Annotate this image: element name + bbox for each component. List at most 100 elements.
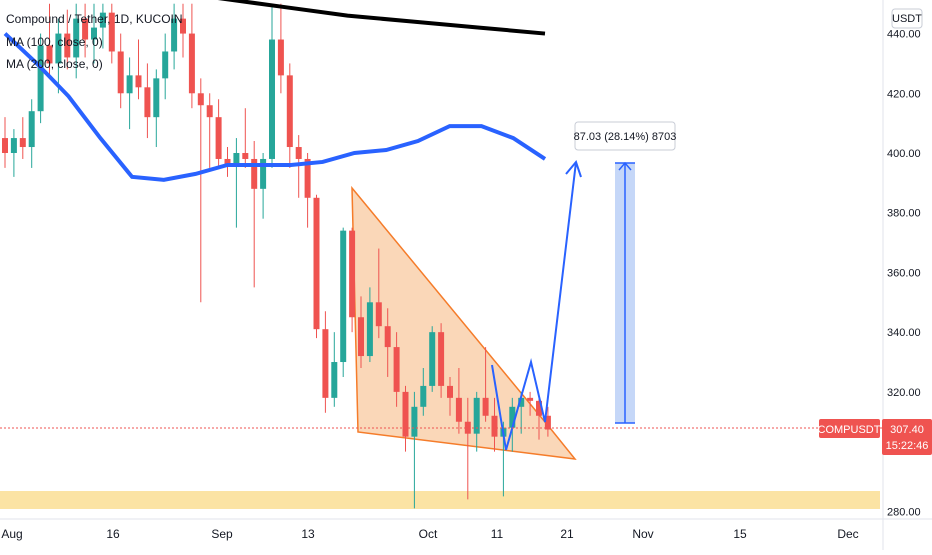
candle-body bbox=[429, 332, 436, 386]
candle bbox=[322, 311, 329, 413]
time-tick-label: Nov bbox=[632, 527, 653, 541]
candle bbox=[188, 3, 195, 109]
candle-body bbox=[509, 406, 516, 428]
candle bbox=[117, 33, 124, 109]
time-tick-label: Oct bbox=[419, 527, 438, 541]
candle bbox=[304, 153, 311, 228]
candle-body bbox=[82, 18, 89, 40]
candle-body bbox=[269, 39, 275, 159]
price-tick-label: 320.00 bbox=[887, 387, 921, 399]
measure-label-text: 87.03 (28.14%) 8703 bbox=[574, 131, 677, 143]
candle bbox=[99, 3, 106, 49]
candle bbox=[91, 3, 97, 64]
price-tick-label: 280.00 bbox=[887, 506, 921, 518]
candle-body bbox=[162, 51, 169, 79]
candle-body bbox=[126, 75, 133, 94]
candle-body bbox=[473, 397, 480, 434]
candle-body bbox=[108, 12, 115, 52]
candle bbox=[455, 367, 462, 434]
candle bbox=[277, 3, 284, 94]
candle-body bbox=[349, 230, 356, 318]
countdown-text: 15:22:46 bbox=[886, 440, 929, 452]
ma200-line bbox=[3, 32, 547, 182]
candle bbox=[482, 347, 489, 422]
candle bbox=[438, 323, 445, 398]
candle bbox=[544, 406, 551, 437]
candle-body bbox=[37, 45, 44, 112]
candle-body bbox=[313, 197, 320, 330]
candle bbox=[28, 99, 35, 168]
candle-body bbox=[304, 158, 311, 198]
candle-body bbox=[411, 406, 418, 437]
candle bbox=[153, 69, 160, 148]
zigzag-path[interactable] bbox=[491, 161, 577, 451]
candle bbox=[331, 332, 338, 407]
candle bbox=[10, 129, 17, 177]
candle-body bbox=[64, 33, 71, 58]
support-zone bbox=[0, 491, 880, 509]
time-tick-label: 15 bbox=[733, 527, 747, 541]
candle bbox=[162, 33, 169, 100]
candle-body bbox=[171, 18, 178, 52]
candle-body bbox=[544, 415, 551, 430]
candle-body bbox=[188, 33, 195, 94]
measure-arrowhead bbox=[618, 161, 632, 171]
candle-body bbox=[536, 400, 542, 416]
candle-body bbox=[260, 158, 267, 189]
time-tick-label: Sep bbox=[211, 527, 233, 541]
current-price-text: 307.40 bbox=[890, 424, 924, 436]
candle-body bbox=[340, 230, 347, 363]
candle bbox=[73, 3, 80, 79]
candle-body bbox=[384, 326, 391, 348]
candle-body bbox=[375, 302, 382, 327]
candle bbox=[420, 367, 427, 416]
candle-body bbox=[518, 397, 525, 407]
candle bbox=[224, 147, 231, 177]
candle-body bbox=[251, 158, 258, 189]
candle bbox=[171, 3, 178, 70]
symbol-title[interactable]: Compound / Tether, 1D, KUCOIN bbox=[6, 12, 183, 26]
unit-box bbox=[891, 8, 923, 29]
time-tick-label: 16 bbox=[106, 527, 120, 541]
candle-body bbox=[295, 147, 302, 159]
descending-triangle-pattern[interactable] bbox=[351, 185, 577, 460]
candle bbox=[393, 332, 400, 407]
candle-body bbox=[117, 51, 124, 94]
candle bbox=[206, 93, 213, 168]
candle-body bbox=[206, 105, 213, 118]
candle-body bbox=[144, 87, 151, 118]
candle bbox=[358, 296, 364, 368]
candle bbox=[349, 227, 356, 333]
ma100-legend[interactable]: MA (100, close, 0) bbox=[6, 35, 103, 49]
projection-arrowhead bbox=[565, 159, 582, 178]
candle bbox=[126, 57, 133, 130]
candle-body bbox=[242, 153, 249, 159]
candle bbox=[536, 397, 542, 440]
candle bbox=[464, 397, 471, 500]
candle-body bbox=[420, 385, 427, 407]
ma200-legend[interactable]: MA (200, close, 0) bbox=[6, 57, 103, 71]
candle bbox=[447, 376, 453, 416]
candle-body bbox=[455, 397, 462, 422]
candle bbox=[144, 63, 151, 139]
candle bbox=[180, 3, 186, 58]
candle bbox=[2, 117, 8, 168]
candle bbox=[55, 18, 62, 94]
measure-label-box bbox=[574, 121, 676, 151]
candle-body bbox=[10, 138, 17, 153]
candle bbox=[46, 3, 53, 79]
candle-body bbox=[402, 391, 409, 437]
time-tick-label: 11 bbox=[491, 527, 504, 541]
price-tick-label: 340.00 bbox=[887, 327, 921, 339]
price-tick-label: 360.00 bbox=[887, 267, 921, 279]
price-axis-unit: USDT bbox=[892, 13, 922, 25]
time-tick-label: 21 bbox=[560, 527, 574, 541]
candle bbox=[82, 3, 89, 58]
candle-body bbox=[366, 302, 373, 357]
time-tick-label: Aug bbox=[1, 527, 22, 541]
candle-body bbox=[286, 75, 293, 148]
candle bbox=[135, 39, 142, 100]
candle bbox=[269, 3, 275, 168]
